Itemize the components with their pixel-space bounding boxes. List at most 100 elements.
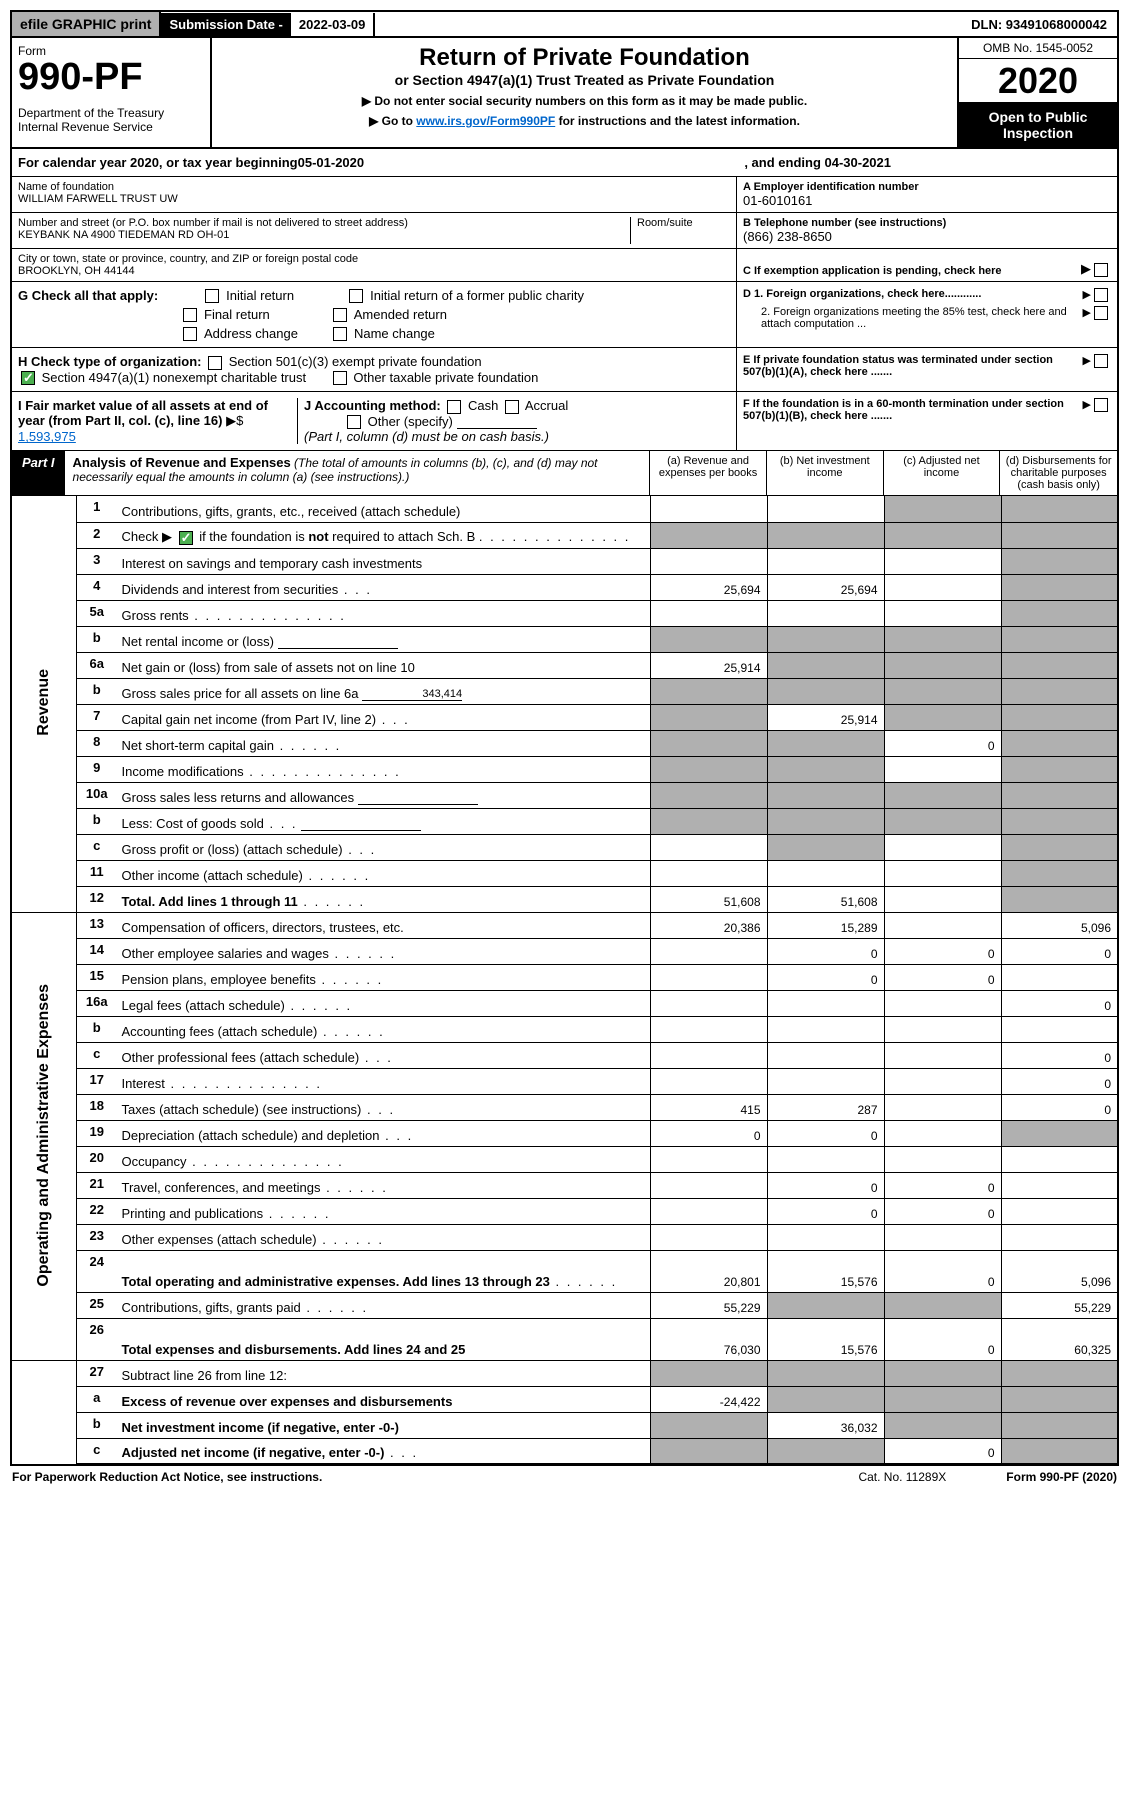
cell-value [884,756,1001,782]
form-number: 990-PF [18,58,204,96]
cell-value: 20,386 [650,912,767,938]
cell-value: 0 [767,1198,884,1224]
cell-value [767,990,884,1016]
cell-value [884,678,1001,704]
e-checkbox[interactable] [1094,354,1108,368]
efile-print-button[interactable]: efile GRAPHIC print [12,12,161,36]
cell-value [767,1042,884,1068]
line-label: Other income (attach schedule) [117,860,651,886]
ty-pre: For calendar year 2020, or tax year begi… [18,155,298,170]
cell-value [767,1146,884,1172]
line-label: Adjusted net income (if negative, enter … [117,1438,651,1464]
line-label: Less: Cost of goods sold [117,808,651,834]
d1-checkbox[interactable] [1094,288,1108,302]
g-opt-0: Initial return [226,288,294,303]
line-label: Gross rents [117,600,651,626]
line-number: 11 [77,860,117,886]
cell-value [650,522,767,548]
line-label: Other expenses (attach schedule) [117,1224,651,1250]
j-cash-checkbox[interactable] [447,400,461,414]
line-label: Other professional fees (attach schedule… [117,1042,651,1068]
cell-value: 51,608 [650,886,767,912]
cell-value [884,834,1001,860]
cell-value [650,626,767,652]
schb-checkbox[interactable] [179,531,193,545]
line-number: 18 [77,1094,117,1120]
cell-value [767,496,884,522]
cell-value [767,1386,884,1412]
cell-value [884,782,1001,808]
g-initial-return-checkbox[interactable] [205,289,219,303]
cell-value [767,652,884,678]
cell-value [884,652,1001,678]
h-4947-checkbox[interactable] [21,371,35,385]
table-row: bNet investment income (if negative, ent… [11,1412,1118,1438]
cell-value [650,678,767,704]
j-accrual-label: Accrual [525,398,568,413]
line-number: b [77,1412,117,1438]
table-row: 2Check ▶ if the foundation is not requir… [11,522,1118,548]
f-checkbox[interactable] [1094,398,1108,412]
table-row: 17Interest0 [11,1068,1118,1094]
ty-begin: 05-01-2020 [298,155,365,170]
line-label: Capital gain net income (from Part IV, l… [117,704,651,730]
line-number: c [77,834,117,860]
g-initial-public-checkbox[interactable] [349,289,363,303]
cell-value: 76,030 [650,1318,767,1360]
cell-value [767,548,884,574]
irs-link[interactable]: www.irs.gov/Form990PF [416,114,555,128]
cell-value: 25,694 [767,574,884,600]
cell-value [1001,964,1118,990]
cell-value [767,678,884,704]
cell-value [1001,1224,1118,1250]
col-c-header: (c) Adjusted net income [884,451,1001,495]
cell-value: 0 [884,1250,1001,1292]
cell-value [650,782,767,808]
submission-date-value: 2022-03-09 [291,13,376,36]
table-row: 8Net short-term capital gain0 [11,730,1118,756]
line-number: 20 [77,1146,117,1172]
cell-value [884,1224,1001,1250]
cell-value [884,704,1001,730]
c-checkbox[interactable] [1094,263,1108,277]
cell-value [650,808,767,834]
h-other-checkbox[interactable] [333,371,347,385]
cell-value [650,1068,767,1094]
g-name-change-checkbox[interactable] [333,327,347,341]
table-row: 23Other expenses (attach schedule) [11,1224,1118,1250]
line-number: b [77,626,117,652]
c-label: C If exemption application is pending, c… [743,265,1081,277]
cell-value [884,886,1001,912]
j-label: J Accounting method: [304,398,441,413]
table-row: 9Income modifications [11,756,1118,782]
h-501c3-checkbox[interactable] [208,356,222,370]
summary-section [11,1360,77,1464]
cell-value [884,1068,1001,1094]
d2-checkbox[interactable] [1094,306,1108,320]
cell-value: 0 [1001,1068,1118,1094]
i-value: 1,593,975 [18,429,76,444]
dollar-arrow-icon: ▶$ [226,413,243,428]
table-row: 26Total expenses and disbursements. Add … [11,1318,1118,1360]
line-label: Subtract line 26 from line 12: [117,1360,651,1386]
g-address-change-checkbox[interactable] [183,327,197,341]
line-label: Compensation of officers, directors, tru… [117,912,651,938]
g-final-return-checkbox[interactable] [183,308,197,322]
cell-value: 20,801 [650,1250,767,1292]
ty-end-wrap: , and ending 04-30-2021 [744,155,891,170]
g-amended-return-checkbox[interactable] [333,308,347,322]
part1-header: Part I Analysis of Revenue and Expenses … [10,451,1119,496]
line-label: Interest [117,1068,651,1094]
form-subtitle: or Section 4947(a)(1) Trust Treated as P… [218,72,951,88]
j-other-checkbox[interactable] [347,415,361,429]
cell-value [1001,574,1118,600]
h-e-row: H Check type of organization: Section 50… [10,348,1119,392]
dln-value: DLN: 93491068000042 [961,13,1117,36]
line-number: 5a [77,600,117,626]
j-accrual-checkbox[interactable] [505,400,519,414]
line-label: Occupancy [117,1146,651,1172]
form-note-2: ▶ Go to www.irs.gov/Form990PF for instru… [218,114,951,128]
cell-value [1001,860,1118,886]
cell-value [767,1016,884,1042]
cell-value [1001,1360,1118,1386]
